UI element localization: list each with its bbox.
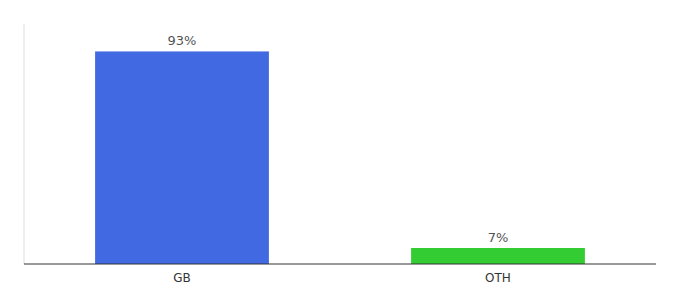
x-axis-line (24, 264, 656, 265)
x-tick-label: OTH (485, 271, 511, 285)
data-label: 7% (488, 230, 509, 245)
data-label: 93% (168, 33, 197, 48)
x-tick-label: GB (173, 271, 191, 285)
chart: 93% 7% GB OTH (0, 0, 680, 300)
bars (95, 51, 585, 264)
bar (411, 248, 585, 264)
labels: 93% 7% GB OTH (168, 33, 511, 285)
bar (95, 51, 269, 264)
y-axis-line (24, 24, 25, 264)
chart-container: 93% 7% GB OTH (0, 0, 680, 300)
